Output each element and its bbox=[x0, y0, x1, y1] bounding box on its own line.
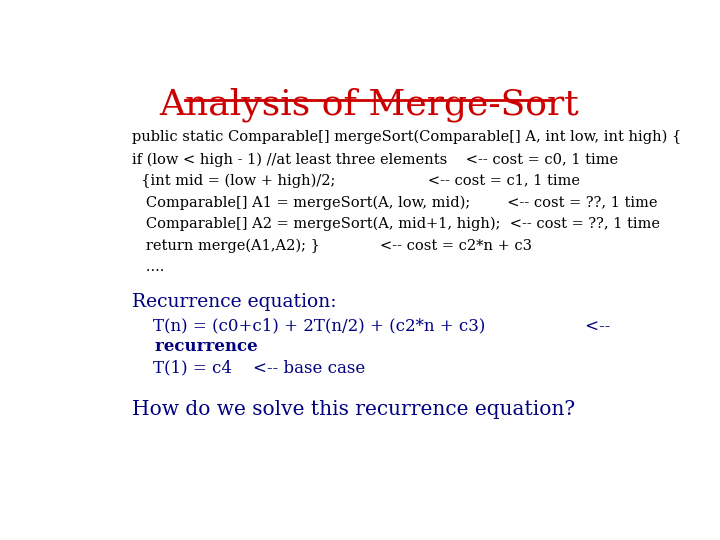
Text: How do we solve this recurrence equation?: How do we solve this recurrence equation… bbox=[132, 400, 575, 419]
Text: Recurrence equation:: Recurrence equation: bbox=[132, 293, 336, 310]
Text: Comparable[] A1 = mergeSort(A, low, mid);        <-- cost = ??, 1 time: Comparable[] A1 = mergeSort(A, low, mid)… bbox=[132, 195, 657, 210]
Text: T(1) = c4    <-- base case: T(1) = c4 <-- base case bbox=[132, 360, 365, 376]
Text: public static Comparable[] mergeSort(Comparable[] A, int low, int high) {: public static Comparable[] mergeSort(Com… bbox=[132, 129, 681, 144]
Text: {int mid = (low + high)/2;                    <-- cost = c1, 1 time: {int mid = (low + high)/2; <-- cost = c1… bbox=[132, 174, 580, 188]
Text: T(n) = (c0+c1) + 2T(n/2) + (c2*n + c3)                   <--: T(n) = (c0+c1) + 2T(n/2) + (c2*n + c3) <… bbox=[132, 317, 611, 334]
Text: return merge(A1,A2); }             <-- cost = c2*n + c3: return merge(A1,A2); } <-- cost = c2*n +… bbox=[132, 239, 532, 253]
Text: recurrence: recurrence bbox=[132, 339, 258, 355]
Text: Comparable[] A2 = mergeSort(A, mid+1, high);  <-- cost = ??, 1 time: Comparable[] A2 = mergeSort(A, mid+1, hi… bbox=[132, 217, 660, 231]
Text: ....: .... bbox=[132, 260, 164, 274]
Text: Analysis of Merge-Sort: Analysis of Merge-Sort bbox=[159, 87, 579, 122]
Text: if (low < high - 1) //at least three elements    <-- cost = c0, 1 time: if (low < high - 1) //at least three ele… bbox=[132, 152, 618, 166]
